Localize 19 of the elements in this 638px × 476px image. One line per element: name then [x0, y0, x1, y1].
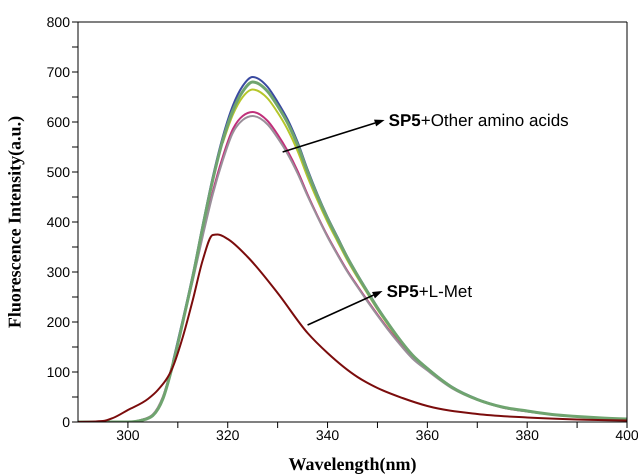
x-tick-label: 360 [416, 426, 440, 443]
x-tick-label: 340 [316, 426, 340, 443]
y-tick-label: 800 [46, 14, 70, 30]
y-tick-label: 100 [46, 364, 70, 380]
x-tick-label: 400 [615, 426, 638, 443]
y-tick-label: 500 [46, 164, 70, 180]
x-tick-label: 300 [116, 426, 140, 443]
y-tick-label: 400 [46, 214, 70, 230]
annotation: SP5+L-Met [386, 282, 472, 301]
y-tick-label: 700 [46, 64, 70, 80]
y-tick-label: 200 [46, 314, 70, 330]
y-tick-label: 0 [62, 414, 70, 430]
annotation: SP5+Other amino acids [388, 111, 569, 130]
y-tick-label: 300 [46, 264, 70, 280]
x-tick-label: 320 [216, 426, 240, 443]
x-tick-label: 380 [516, 426, 540, 443]
y-tick-label: 600 [46, 114, 70, 130]
x-axis-title: Wavelength(nm) [288, 454, 416, 474]
y-axis-title: Fluorescence Intensity(a.u.) [4, 116, 24, 328]
